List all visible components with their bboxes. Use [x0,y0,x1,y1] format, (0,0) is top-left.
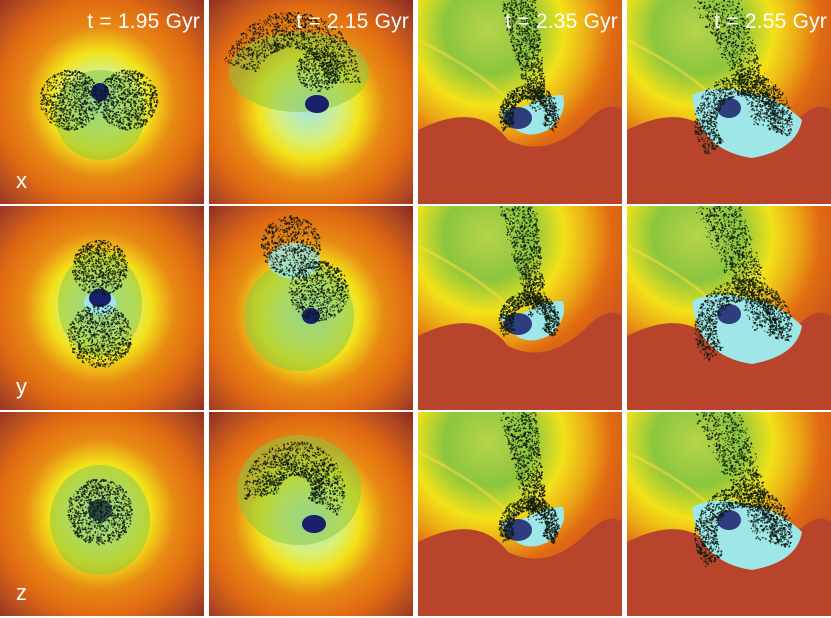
star-particles [498,206,561,337]
sim-panel: y [0,206,204,410]
density-map [627,412,831,616]
density-map [627,206,831,410]
star-particles [224,11,361,93]
density-map [209,206,413,410]
time-label: t = 2.35 Gyr [505,10,618,34]
density-map [209,0,413,204]
density-map [0,0,204,204]
time-label: t = 2.55 Gyr [714,10,827,34]
star-particles [39,69,159,131]
density-map [418,412,622,616]
star-particles [67,478,134,546]
sim-panel: t = 2.15 Gyr [209,0,413,204]
density-map [0,412,204,616]
sim-panel [418,412,622,616]
density-map [0,206,204,410]
projection-axis-label: z [16,580,27,606]
star-particles [498,412,561,545]
time-label: t = 1.95 Gyr [87,10,200,34]
sim-panel: z [0,412,204,616]
density-map [418,206,622,410]
sim-panel [627,412,831,616]
star-particles [498,0,560,132]
star-particles [67,239,132,369]
sim-panel: t = 1.95 Gyr x [0,0,204,204]
star-particles [260,214,350,322]
star-particles [694,0,793,155]
sim-panel [627,206,831,410]
density-map [627,0,831,204]
sim-panel: t = 2.35 Gyr [418,0,622,204]
time-label: t = 2.15 Gyr [296,10,409,34]
projection-axis-label: x [16,168,27,194]
density-map [418,0,622,204]
sim-panel: t = 2.55 Gyr [627,0,831,204]
sim-panel [418,206,622,410]
sim-panel [209,412,413,616]
projection-axis-label: y [16,374,27,400]
sim-panel [209,206,413,410]
density-map [209,412,413,616]
star-particles [244,441,346,516]
star-particles [693,412,793,568]
star-particles [694,206,793,362]
